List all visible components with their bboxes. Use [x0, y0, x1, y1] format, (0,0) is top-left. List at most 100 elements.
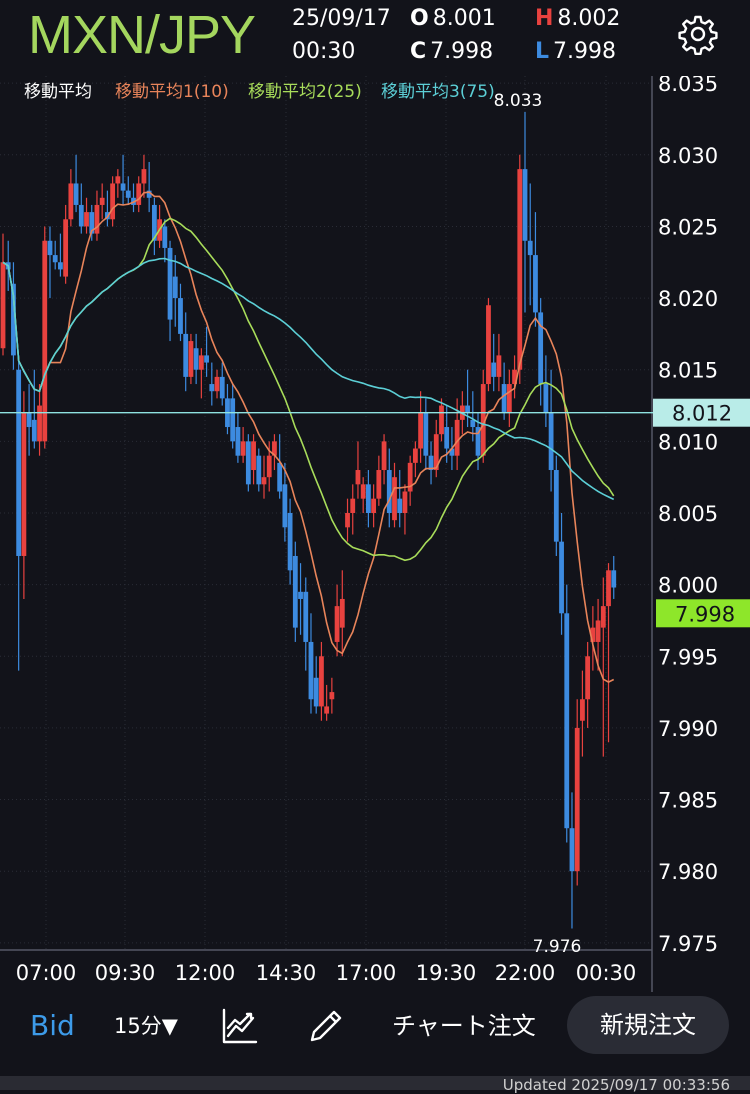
x-tick-label: 09:30 — [95, 961, 156, 985]
ma1-line — [2, 191, 615, 684]
candle-body — [63, 219, 69, 277]
candle-body — [569, 828, 575, 872]
y-tick-label: 8.000 — [658, 574, 718, 598]
candle-body — [418, 412, 423, 449]
candle-body — [454, 419, 460, 456]
x-tick-label: 17:00 — [336, 961, 397, 985]
candle-body — [439, 405, 444, 435]
y-tick-label: 7.975 — [658, 932, 718, 956]
candle-body — [31, 419, 37, 442]
x-tick-label: 19:30 — [416, 961, 477, 985]
pair-title[interactable]: MXN/JPY — [28, 5, 256, 65]
y-tick-label: 8.025 — [658, 215, 718, 239]
footer: Updated 2025/09/17 00:33:56 — [0, 1076, 750, 1094]
candle-body — [527, 240, 533, 256]
indicator-icon[interactable] — [220, 1006, 260, 1046]
candle-body — [381, 441, 387, 471]
y-tick-label: 7.995 — [658, 645, 718, 669]
candle-body — [136, 183, 142, 205]
candle-body — [360, 484, 366, 499]
candle-body — [465, 405, 470, 413]
chart-area[interactable]: 8.012 8.035 8.030 8.025 8.020 8.015 8.010 8.005… — [0, 76, 750, 992]
candle-body — [517, 169, 523, 370]
candle-body — [141, 169, 147, 184]
high-label: H — [535, 6, 554, 31]
candle-body — [496, 355, 502, 377]
legend-ma3: 移動平均3(75) — [381, 82, 495, 102]
candle-body — [303, 591, 309, 642]
candle-body — [564, 613, 570, 829]
close-value-group: C 7.998 — [410, 37, 493, 67]
close-label: C — [410, 39, 427, 64]
candle-body — [198, 355, 204, 370]
candle-body — [219, 376, 225, 399]
candle-body — [94, 204, 100, 234]
new-order-button[interactable]: 新規注文 — [567, 996, 729, 1054]
candle-body — [324, 706, 330, 714]
candle-body — [319, 656, 324, 707]
candle-body — [559, 541, 564, 614]
candle-body — [162, 226, 168, 248]
candle-body — [501, 384, 507, 413]
candle-body — [26, 412, 32, 428]
x-tick-label: 14:30 — [256, 961, 317, 985]
candle-body — [277, 462, 283, 492]
bid-toggle[interactable]: Bid — [30, 1009, 75, 1042]
candle-body — [115, 176, 121, 184]
open-value-group: O 8.001 — [410, 4, 496, 34]
header: MXN/JPY 25/09/17 00:30 O 8.001 C 7.998 H 8.… — [0, 0, 750, 76]
min-annotation: 7.976 — [533, 937, 582, 957]
pencil-icon[interactable] — [306, 1006, 346, 1046]
x-tick-label: 00:30 — [576, 961, 637, 985]
candle-body — [611, 570, 617, 588]
candle-body — [209, 384, 215, 392]
candle-body — [543, 384, 549, 413]
candle-body — [272, 441, 277, 456]
candle-body — [590, 627, 596, 642]
close-value: 7.998 — [430, 39, 494, 64]
y-tick-label: 8.020 — [658, 287, 718, 311]
high-value-group: H 8.002 — [535, 4, 620, 34]
candle-body — [47, 240, 53, 256]
candle-body — [78, 204, 84, 227]
max-annotation: 8.033 — [494, 91, 543, 111]
candle-body — [444, 427, 450, 449]
candle-body — [475, 427, 481, 456]
open-label: O — [410, 6, 429, 31]
candle-body — [11, 283, 16, 356]
y-tick-label: 7.990 — [658, 717, 718, 741]
low-value: 7.998 — [553, 39, 617, 64]
candle-body — [506, 384, 512, 413]
candle-body — [42, 240, 48, 442]
chart-order-button[interactable]: チャート注文 — [392, 1012, 536, 1040]
candle-body — [433, 434, 439, 471]
x-tick-label: 12:00 — [175, 961, 236, 985]
x-tick-label: 22:00 — [495, 961, 556, 985]
candle-body — [52, 255, 58, 263]
candle-body — [339, 598, 345, 628]
candlestick-chart[interactable]: 8.012 8.035 8.030 8.025 8.020 8.015 8.010 8.005… — [0, 76, 750, 992]
candle-body — [350, 498, 356, 513]
candle-body — [183, 333, 189, 377]
candle-body — [178, 298, 183, 334]
candle-body — [366, 484, 371, 513]
candle-body — [308, 641, 314, 700]
gear-icon[interactable] — [676, 12, 720, 56]
candle-body — [282, 484, 288, 528]
candle-body — [548, 412, 554, 471]
candle-body — [256, 455, 262, 485]
y-tick-label: 8.015 — [658, 359, 718, 383]
candle-body — [266, 455, 272, 478]
candle-body — [120, 183, 126, 191]
candle-body — [574, 727, 580, 872]
low-label: L — [535, 39, 550, 64]
current-price-tag — [656, 599, 750, 628]
interval-select[interactable]: 15分▼ — [114, 1014, 178, 1038]
candle-body — [251, 441, 256, 471]
open-value: 8.001 — [432, 6, 496, 31]
candle-body — [214, 376, 220, 392]
candle-body — [110, 183, 116, 220]
candle-body — [292, 555, 298, 628]
candle-body — [470, 419, 476, 428]
candle-body — [298, 591, 303, 599]
